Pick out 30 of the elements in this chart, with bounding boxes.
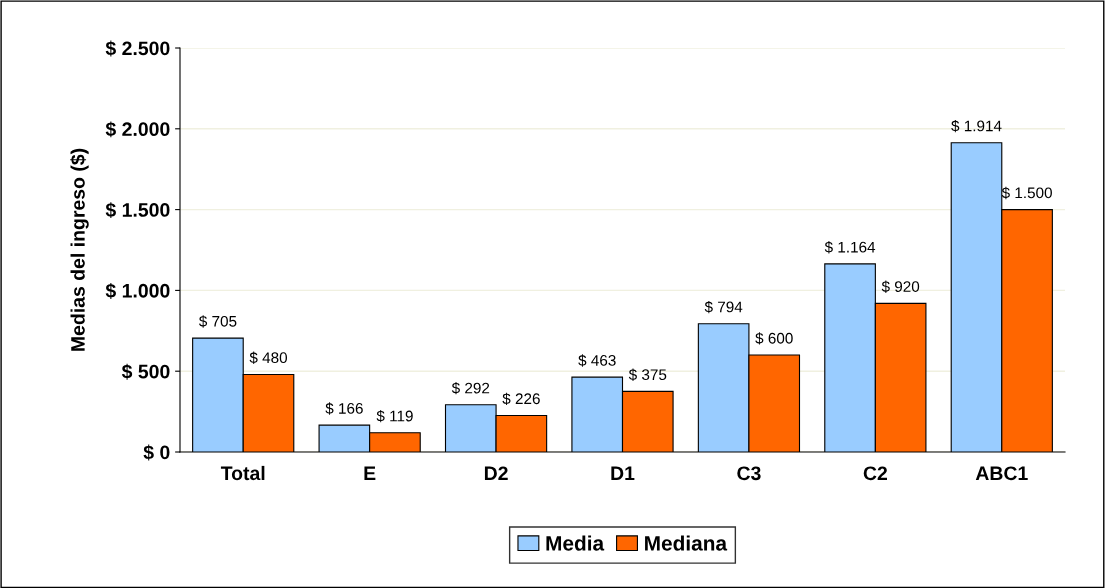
data-label: $ 292 (451, 382, 490, 395)
data-label: $ 226 (502, 392, 540, 406)
data-label: $ 463 (578, 354, 616, 367)
data-label: $ 166 (325, 402, 363, 415)
x-tick-label: C3 (737, 466, 761, 481)
x-tick-label: D2 (484, 466, 508, 480)
y-tick-label: $ 2.500 (105, 40, 170, 57)
data-label: $ 794 (704, 300, 743, 314)
legend-label: Mediana (645, 535, 728, 551)
x-tick-label: E (364, 466, 376, 480)
x-tick-label: ABC1 (975, 466, 1028, 481)
data-label: $ 705 (198, 315, 237, 328)
y-tick-label: $ 500 (121, 363, 170, 380)
x-tick-label: D1 (611, 466, 635, 480)
data-label: $ 920 (881, 280, 920, 293)
y-tick-label: $ 2.000 (105, 121, 170, 138)
y-tick-label: $ 0 (143, 444, 170, 461)
y-axis-title: Medias del ingreso ($) (70, 148, 89, 351)
x-tick-label: Total (220, 465, 265, 481)
data-label: $ 119 (376, 409, 413, 423)
data-label: $ 1.914 (951, 119, 1002, 133)
y-tick-label: $ 1.500 (105, 202, 170, 219)
data-label: $ 1.164 (824, 241, 876, 254)
data-label: $ 600 (755, 332, 793, 345)
legend-label: Media (546, 535, 605, 551)
x-tick-label: C2 (863, 466, 888, 481)
data-label: $ 480 (249, 351, 288, 364)
y-tick-label: $ 1.000 (105, 283, 170, 299)
data-label: $ 1.500 (1001, 186, 1052, 200)
data-label: $ 375 (628, 368, 667, 381)
